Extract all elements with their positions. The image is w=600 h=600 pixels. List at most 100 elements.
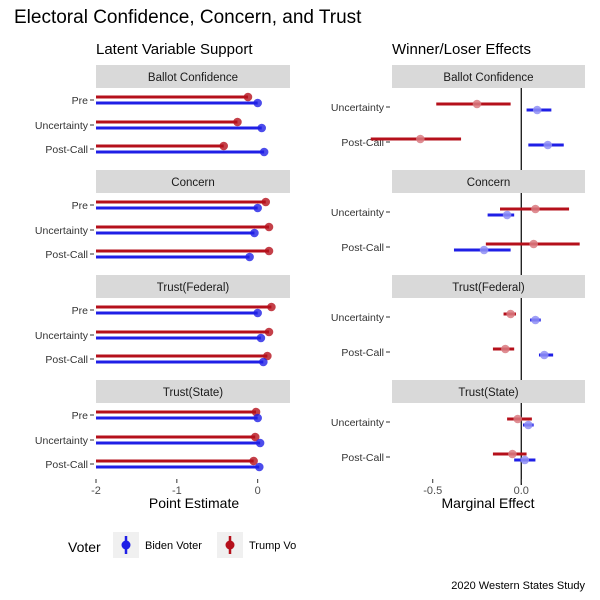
estimate-trump-voter-uncertainty [513,414,523,424]
point-trump-voter-pre [243,92,253,102]
point-trump-voter-uncertainty [264,327,274,337]
right-panel-concern: Concern Uncertainty Post-Call [331,170,585,275]
strip-background [392,380,585,403]
strip-background [96,65,290,88]
estimate-trump-voter-uncertainty [531,204,540,214]
legend-biden-dot [121,540,131,550]
legend-label-biden: Biden Voter [145,540,202,552]
estimate-biden-voter-uncertainty [524,420,533,430]
point-biden-voter-post-call [259,357,268,367]
x-tick-label: 0.0 [514,485,529,497]
y-tick-label-uncertainty: Uncertainty [35,330,89,342]
estimate-biden-voter-post-call [520,455,530,465]
strip-background [392,275,585,298]
x-tick-label: 0 [255,485,261,497]
point-biden-voter-uncertainty [250,228,259,238]
strip-label: Ballot Confidence [148,72,238,84]
y-tick-label-pre: Pre [72,200,89,212]
point-biden-voter-uncertainty [256,333,266,343]
estimate-biden-voter-uncertainty [502,210,512,220]
strip-background [96,170,290,193]
left-chart: Latent Variable Support Ballot Confidenc… [35,41,290,511]
y-tick-label-pre: Pre [72,95,89,107]
left-panel-trust-state: Trust(State) Pre Uncertainty Post-Call [35,380,290,472]
legend-label-trump: Trump Vo [249,540,296,552]
estimate-trump-voter-post-call [416,134,425,144]
right-chart: Winner/Loser Effects Ballot Confidence Un… [331,41,585,511]
point-biden-voter-uncertainty [255,438,265,448]
estimate-trump-voter-post-call [501,344,510,354]
legend-trump-dot [225,540,235,550]
strip-background [96,380,290,403]
right-panel-trust-state: Trust(State) Uncertainty Post-Call [331,380,585,485]
y-tick-label-pre: Pre [72,410,89,422]
estimate-biden-voter-uncertainty [532,105,542,115]
y-tick-label-uncertainty: Uncertainty [331,102,385,114]
x-tick-label: -1 [172,485,182,497]
point-biden-voter-pre [253,413,262,423]
strip-label: Trust(State) [458,387,518,399]
y-tick-label-post-call: Post-Call [45,144,88,156]
x-tick-label: -2 [91,485,101,497]
y-tick-label-post-call: Post-Call [341,347,384,359]
point-trump-voter-post-call [249,456,258,466]
estimate-biden-voter-uncertainty [531,315,540,325]
point-biden-voter-uncertainty [257,123,267,133]
estimate-trump-voter-uncertainty [472,99,482,109]
point-trump-voter-uncertainty [264,222,274,232]
y-tick-label-pre: Pre [72,305,89,317]
legend: Voter Biden Voter Trump Vo [68,532,296,558]
left-panel-ballot-confidence: Ballot Confidence Pre Uncertainty Post-Call [35,65,290,157]
strip-label: Trust(State) [163,387,223,399]
point-trump-voter-post-call [219,141,229,151]
estimate-trump-voter-post-call [529,239,538,249]
strip-label: Concern [171,177,214,189]
strip-label: Trust(Federal) [157,282,230,294]
strip-background [96,275,290,298]
right-panel-trust-federal: Trust(Federal) Uncertainty Post-Call [331,275,585,380]
strip-label: Ballot Confidence [443,72,533,84]
right-chart-title: Winner/Loser Effects [392,41,531,58]
x-tick-label: -0.5 [423,485,442,497]
y-tick-label-post-call: Post-Call [341,242,384,254]
y-tick-label-uncertainty: Uncertainty [331,207,385,219]
point-trump-voter-uncertainty [233,117,242,127]
legend-title: Voter [68,539,101,555]
point-biden-voter-post-call [254,462,264,472]
y-tick-label-post-call: Post-Call [45,249,88,261]
left-panels: Ballot Confidence Pre Uncertainty Post-Call… [35,65,290,472]
caption: 2020 Western States Study [451,580,585,592]
estimate-biden-voter-post-call [539,350,549,360]
strip-background [392,65,585,88]
y-tick-label-uncertainty: Uncertainty [35,435,89,447]
figure-title: Electoral Confidence, Concern, and Trust [14,7,362,28]
left-x-axis: -2 -1 0 [91,479,261,497]
point-biden-voter-pre [253,308,262,318]
estimate-biden-voter-post-call [479,245,489,255]
y-tick-label-uncertainty: Uncertainty [35,225,89,237]
estimate-trump-voter-uncertainty [506,309,515,319]
y-tick-label-uncertainty: Uncertainty [331,312,385,324]
point-trump-voter-pre [267,302,276,312]
estimate-trump-voter-post-call [508,449,517,459]
left-chart-title: Latent Variable Support [96,41,253,58]
left-x-axis-title: Point Estimate [149,495,239,511]
left-panel-concern: Concern Pre Uncertainty Post-Call [35,170,290,262]
y-tick-label-post-call: Post-Call [45,459,88,471]
strip-label: Concern [467,177,510,189]
y-tick-label-post-call: Post-Call [45,354,88,366]
point-biden-voter-pre [253,203,262,213]
right-x-axis: -0.5 0.0 [423,479,529,497]
right-x-axis-title: Marginal Effect [441,495,534,511]
estimate-biden-voter-post-call [543,140,553,150]
point-biden-voter-post-call [245,252,254,262]
y-tick-label-uncertainty: Uncertainty [35,120,89,132]
point-trump-voter-post-call [264,246,274,256]
left-panel-trust-federal: Trust(Federal) Pre Uncertainty Post-Call [35,275,290,367]
strip-background [392,170,585,193]
right-panels: Ballot ConfidenceUncertaintyPost-CallCon… [331,65,585,485]
point-trump-voter-uncertainty [250,432,260,442]
point-biden-voter-post-call [259,147,269,157]
